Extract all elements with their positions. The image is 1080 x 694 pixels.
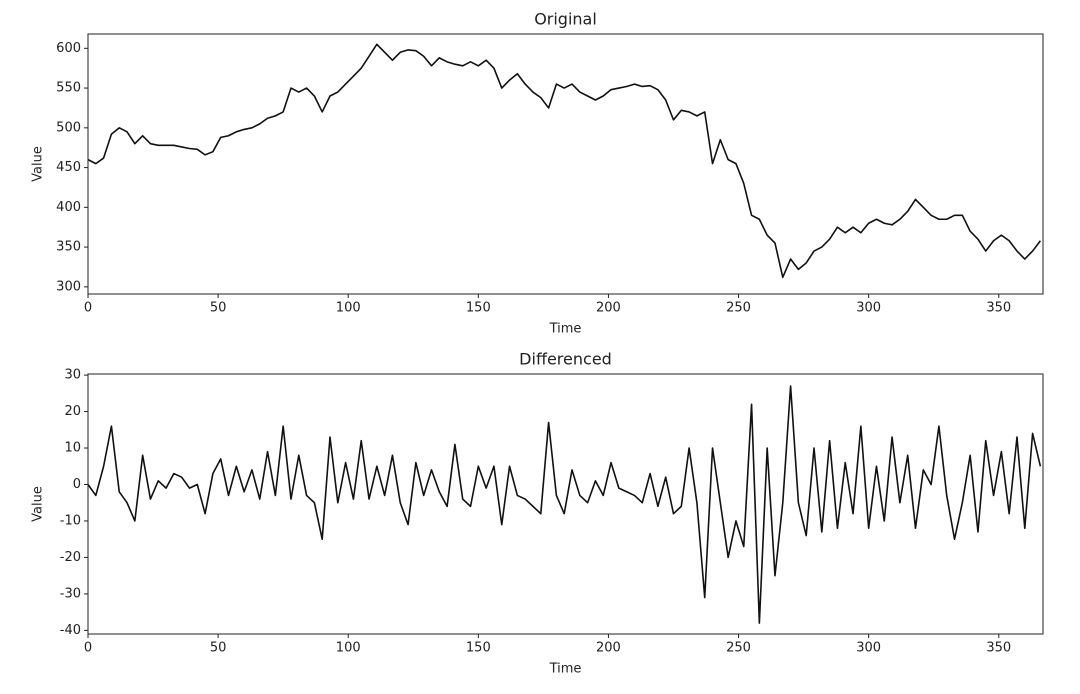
y-tick-label: 20 — [64, 404, 81, 419]
x-tick-label: 350 — [986, 641, 1011, 656]
plot-frame — [87, 373, 1044, 635]
line-series — [87, 43, 1042, 279]
x-tick-label: 0 — [84, 301, 92, 316]
x-tick-label: 100 — [336, 301, 361, 316]
x-tick-label: 200 — [596, 641, 621, 656]
y-tick-label: -10 — [60, 513, 81, 528]
y-tick-label: 30 — [64, 368, 81, 383]
y-tick-label: 300 — [56, 279, 81, 294]
y-tick-label: 500 — [56, 120, 81, 135]
y-axis-label: Value — [31, 486, 46, 522]
y-tick-label: 450 — [56, 160, 81, 175]
x-tick-label: 50 — [210, 301, 227, 316]
x-tick-label: 0 — [84, 641, 92, 656]
y-axis-label: Value — [31, 146, 46, 182]
x-tick-label: 250 — [726, 301, 751, 316]
y-tick-label: -40 — [60, 623, 81, 638]
x-tick-label: 150 — [466, 641, 491, 656]
y-tick-label: 350 — [56, 240, 81, 255]
x-tick-label: 150 — [466, 301, 491, 316]
y-tick-label: 0 — [73, 477, 81, 492]
x-axis-label: Time — [549, 662, 582, 677]
x-tick-label: 300 — [856, 641, 881, 656]
x-tick-label: 350 — [986, 301, 1011, 316]
y-tick-label: 10 — [64, 441, 81, 456]
chart-title: Differenced — [519, 350, 612, 369]
y-tick-label: -30 — [60, 586, 81, 601]
chart-title: Original — [534, 10, 597, 29]
x-tick-label: 300 — [856, 301, 881, 316]
x-tick-label: 100 — [336, 641, 361, 656]
plot-frame — [87, 33, 1044, 295]
y-tick-label: -20 — [60, 550, 81, 565]
y-tick-label: 550 — [56, 81, 81, 96]
x-axis-label: Time — [549, 322, 582, 337]
x-tick-label: 50 — [210, 641, 227, 656]
y-tick-label: 400 — [56, 200, 81, 215]
line-series — [87, 385, 1042, 624]
y-tick-label: 600 — [56, 41, 81, 56]
x-tick-label: 250 — [726, 641, 751, 656]
x-tick-label: 200 — [596, 301, 621, 316]
